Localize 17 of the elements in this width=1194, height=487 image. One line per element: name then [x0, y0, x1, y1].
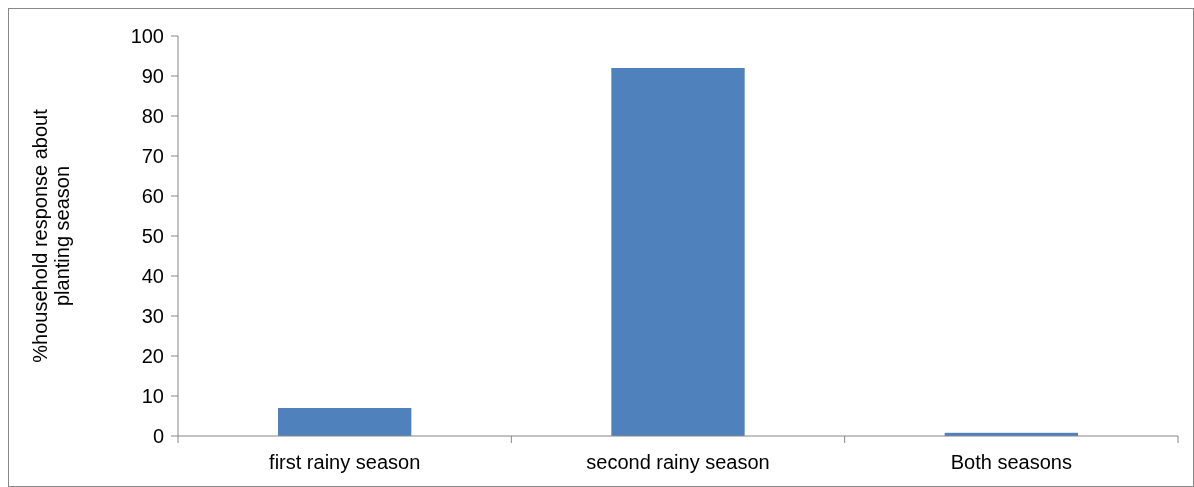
bar	[611, 68, 745, 436]
x-tick-label: second rainy season	[586, 451, 770, 473]
y-tick-label: 40	[141, 265, 164, 287]
y-tick-label: 90	[141, 65, 164, 87]
y-tick-label: 60	[141, 185, 164, 207]
y-axis-title: %household response about planting season	[29, 108, 73, 363]
bar	[278, 408, 412, 436]
y-tick-label: 80	[141, 105, 164, 127]
y-tick-label: 0	[152, 425, 164, 447]
y-tick-label: 100	[130, 25, 164, 47]
x-tick-label: first rainy season	[269, 451, 421, 473]
y-tick-label: 70	[141, 145, 164, 167]
y-tick-label: 50	[141, 225, 164, 247]
y-tick-label: 10	[141, 385, 164, 407]
y-tick-label: 20	[141, 345, 164, 367]
x-tick-label: Both seasons	[950, 451, 1072, 473]
y-tick-label: 30	[141, 305, 164, 327]
